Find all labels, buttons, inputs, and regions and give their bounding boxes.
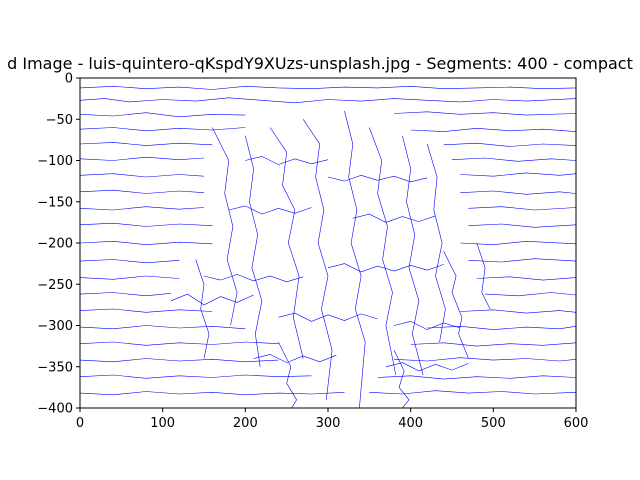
boundary-line-43	[369, 127, 397, 376]
boundary-line-40	[269, 127, 304, 359]
boundary-line-10	[80, 173, 205, 178]
y-axis: 0 −50 −100 −150 −200 −250 −300 −350 −400	[37, 72, 80, 417]
boundary-line-60	[476, 242, 491, 310]
boundary-line-31	[410, 342, 576, 347]
y-tick-label: −300	[37, 319, 73, 334]
x-tick-label: 400	[398, 416, 423, 431]
boundary-line-21	[468, 258, 576, 263]
x-axis: 0 100 200 300 400 500 600	[76, 408, 589, 431]
boundary-line-3	[394, 111, 576, 116]
boundary-line-2	[80, 112, 246, 118]
boundary-line-46	[245, 156, 329, 165]
boundary-line-59	[443, 251, 469, 359]
y-tick-label: 0	[65, 72, 73, 87]
x-tick-label: 600	[564, 416, 589, 431]
boundary-line-27	[460, 309, 576, 314]
boundary-line-32	[80, 358, 279, 363]
y-tick-label: −200	[37, 237, 73, 252]
boundary-line-18	[80, 240, 213, 246]
boundary-line-17	[468, 223, 576, 228]
y-tick-label: −400	[37, 402, 73, 417]
chart-title: d Image - luis-quintero-qKspdY9XUzs-unsp…	[7, 54, 633, 73]
boundary-line-38	[212, 127, 238, 326]
boundary-line-9	[451, 157, 576, 162]
x-tick-label: 200	[233, 416, 258, 431]
boundary-line-45	[426, 143, 446, 343]
x-tick-label: 0	[76, 416, 84, 431]
boundary-line-55	[253, 354, 337, 363]
y-tick-label: −50	[46, 113, 73, 128]
boundary-line-34	[80, 374, 312, 379]
boundary-line-23	[476, 276, 576, 281]
boundary-line-41	[302, 119, 333, 400]
boundary-line-28	[80, 325, 246, 330]
boundary-line-16	[80, 222, 213, 227]
boundary-line-53	[278, 312, 378, 322]
boundary-line-51	[327, 263, 444, 273]
y-tick-label: −100	[37, 154, 73, 169]
boundary-line-12	[80, 189, 205, 194]
x-tick-label: 300	[316, 416, 341, 431]
boundary-line-57	[278, 341, 297, 408]
boundary-line-13	[460, 190, 576, 195]
boundary-line-61	[195, 259, 210, 359]
boundary-line-22	[80, 275, 180, 280]
boundary-line-44	[402, 135, 424, 376]
boundary-line-14	[80, 206, 205, 211]
boundary-line-54	[394, 321, 461, 330]
boundary-line-8	[80, 156, 205, 161]
boundary-line-47	[327, 174, 428, 183]
boundary-line-39	[245, 135, 263, 367]
boundary-line-50	[203, 274, 304, 283]
boundary-line-48	[228, 205, 312, 215]
y-tick-label: −250	[37, 278, 73, 293]
boundary-line-49	[352, 213, 436, 223]
boundary-line-26	[80, 308, 213, 313]
boundary-line-30	[80, 341, 279, 346]
x-tick-label: 100	[150, 416, 175, 431]
boundary-line-36	[80, 391, 345, 396]
boundary-lines	[80, 85, 576, 408]
boundary-line-37	[369, 390, 576, 395]
boundary-line-5	[410, 127, 576, 132]
boundary-line-15	[468, 206, 576, 211]
boundary-line-11	[460, 172, 576, 177]
boundary-line-24	[80, 292, 171, 297]
boundary-line-6	[80, 142, 213, 146]
boundary-line-42	[344, 110, 366, 408]
boundary-line-0	[80, 85, 576, 90]
boundary-line-25	[485, 292, 576, 297]
boundary-line-20	[80, 259, 180, 264]
boundary-line-7	[443, 142, 576, 147]
boundary-line-35	[377, 375, 576, 380]
boundary-line-4	[80, 127, 246, 132]
boundary-line-52	[170, 293, 254, 306]
y-tick-label: −150	[37, 195, 73, 210]
boundary-line-33	[394, 357, 576, 362]
x-tick-label: 500	[481, 416, 506, 431]
boundary-line-58	[393, 350, 410, 408]
y-tick-label: −350	[37, 360, 73, 375]
boundary-line-1	[80, 97, 576, 104]
boundary-line-56	[385, 362, 469, 372]
